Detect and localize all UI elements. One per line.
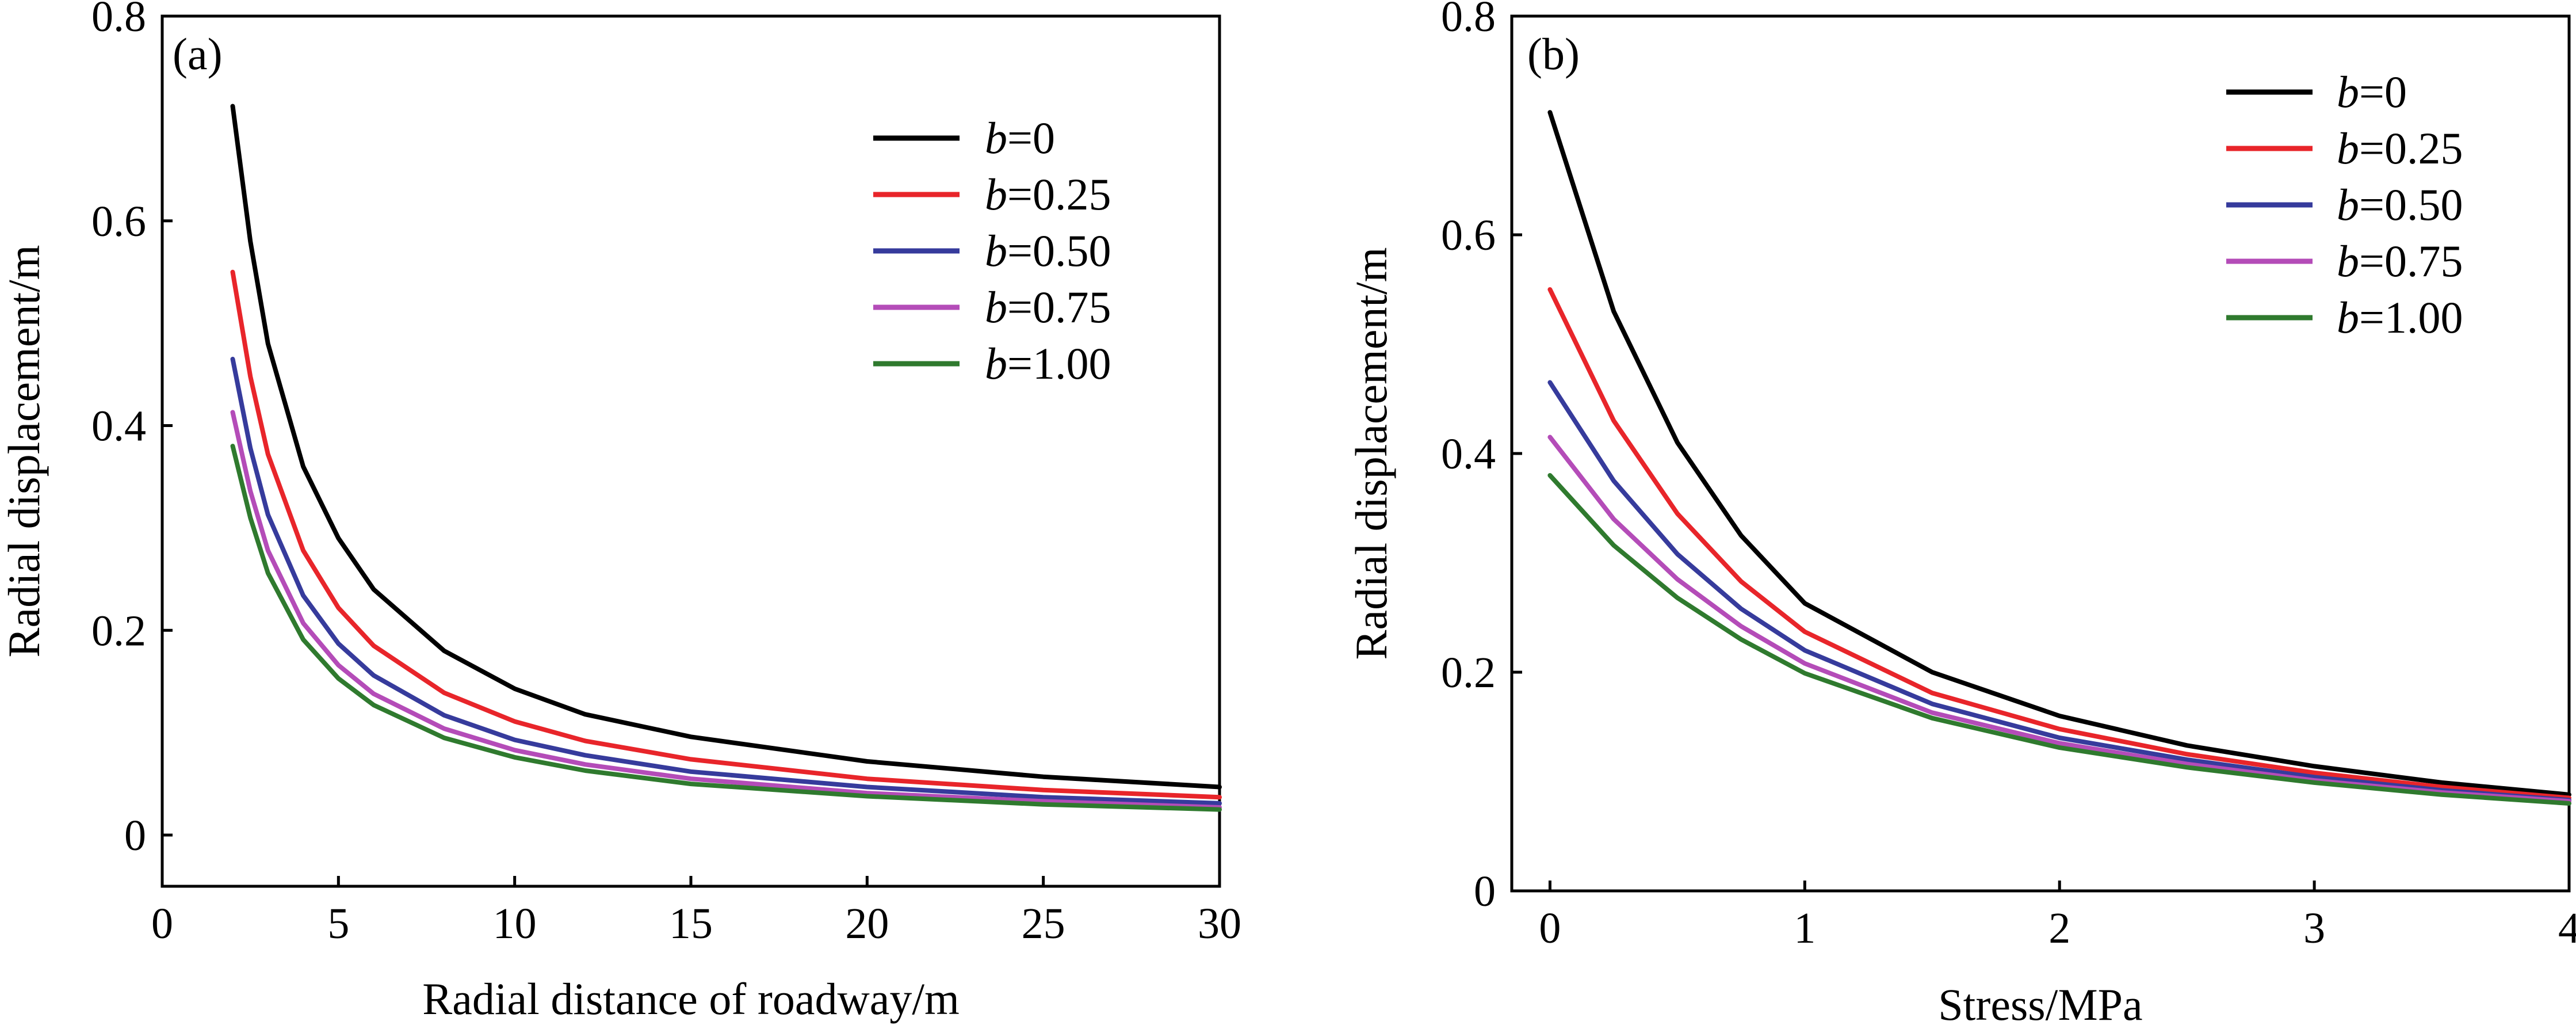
legend-label: b=0.75 — [2337, 236, 2463, 286]
series-line-3 — [1547, 380, 2571, 803]
y-tick-label: 0.6 — [91, 197, 146, 246]
x-tick-label: 25 — [1022, 900, 1065, 948]
series-line-3 — [230, 356, 1222, 806]
x-tick-label: 10 — [493, 900, 537, 948]
legend-variable: b — [2337, 180, 2359, 230]
series-line-1 — [230, 104, 1222, 790]
x-tick-label: 3 — [2303, 904, 2325, 952]
x-tick-label: 0 — [1539, 904, 1561, 952]
legend: b=0b=0.25b=0.50b=0.75b=1.00 — [2226, 67, 2463, 342]
y-tick-label: 0.4 — [1441, 430, 1496, 478]
x-tick-label: 2 — [2048, 904, 2070, 952]
legend-value: =1.00 — [1007, 338, 1111, 388]
legend-value: =0.50 — [2359, 180, 2463, 230]
series-line-5 — [1547, 473, 2571, 806]
legend-variable: b — [985, 282, 1007, 332]
chart-panel-1: 0 5 10 15 20 25 3000.20.40.60.8b=0b=0.25b=0.50… — [0, 0, 1241, 1024]
y-tick-label: 0.6 — [1441, 211, 1496, 260]
panel-label: (a) — [173, 29, 223, 79]
legend-value: =0.75 — [1007, 282, 1111, 332]
legend-variable: b — [985, 338, 1007, 388]
legend-variable: b — [2337, 236, 2359, 286]
x-tick-label: 30 — [1198, 900, 1241, 948]
legend-value: =0.25 — [1007, 169, 1111, 219]
y-tick-label: 0.8 — [91, 0, 146, 41]
x-axis-label: Stress/MPa — [1938, 980, 2142, 1029]
legend-value: =0.25 — [2359, 123, 2463, 173]
series-line-2 — [1547, 287, 2571, 801]
legend-variable: b — [2337, 123, 2359, 173]
legend-variable: b — [985, 169, 1007, 219]
x-tick-label: 15 — [669, 900, 713, 948]
legend-variable: b — [985, 113, 1007, 163]
legend-value: =1.00 — [2359, 292, 2463, 342]
x-tick-label: 0 — [151, 900, 173, 948]
y-axis-label: Radial displacement/m — [0, 245, 49, 658]
legend-label: b=0.50 — [2337, 180, 2463, 230]
legend-value: =0 — [2359, 67, 2407, 117]
y-tick-label: 0.2 — [91, 607, 146, 655]
legend-label: b=0 — [985, 113, 1055, 163]
y-tick-label: 0.2 — [1441, 649, 1496, 697]
legend-variable: b — [2337, 292, 2359, 342]
legend-value: =0 — [1007, 113, 1055, 163]
legend-label: b=0.25 — [985, 169, 1111, 219]
x-tick-label: 5 — [327, 900, 349, 948]
series-line-5 — [230, 444, 1222, 812]
legend-label: b=0.50 — [985, 226, 1111, 276]
chart-panel-2: 0 1 2 3 400.20.40.60.8b=0b=0.25b=0.50b=0.75b… — [1346, 0, 2576, 1029]
legend-value: =0.75 — [2359, 236, 2463, 286]
series-line-1 — [1547, 110, 2571, 797]
y-axis-label: Radial displacement/m — [1346, 247, 1396, 660]
series-line-4 — [230, 410, 1222, 810]
series-line-2 — [230, 269, 1222, 800]
y-tick-label: 0.8 — [1441, 0, 1496, 41]
legend-label: b=0.75 — [985, 282, 1111, 332]
legend-label: b=0 — [2337, 67, 2407, 117]
legend: b=0b=0.25b=0.50b=0.75b=1.00 — [873, 113, 1111, 388]
legend-label: b=0.25 — [2337, 123, 2463, 173]
plot-frame — [160, 14, 1221, 888]
panel-label: (b) — [1527, 29, 1580, 79]
legend-variable: b — [985, 226, 1007, 276]
y-tick-label: 0.4 — [91, 402, 146, 451]
legend-label: b=1.00 — [985, 338, 1111, 388]
x-tick-label: 20 — [845, 900, 889, 948]
legend-label: b=1.00 — [2337, 292, 2463, 342]
legend-value: =0.50 — [1007, 226, 1111, 276]
y-tick-label: 0 — [1474, 867, 1496, 916]
x-axis-label: Radial distance of roadway/m — [422, 974, 960, 1024]
y-tick-label: 0 — [124, 811, 146, 860]
legend-variable: b — [2337, 67, 2359, 117]
x-tick-label: 4 — [2558, 904, 2576, 952]
x-tick-label: 1 — [1794, 904, 1816, 952]
